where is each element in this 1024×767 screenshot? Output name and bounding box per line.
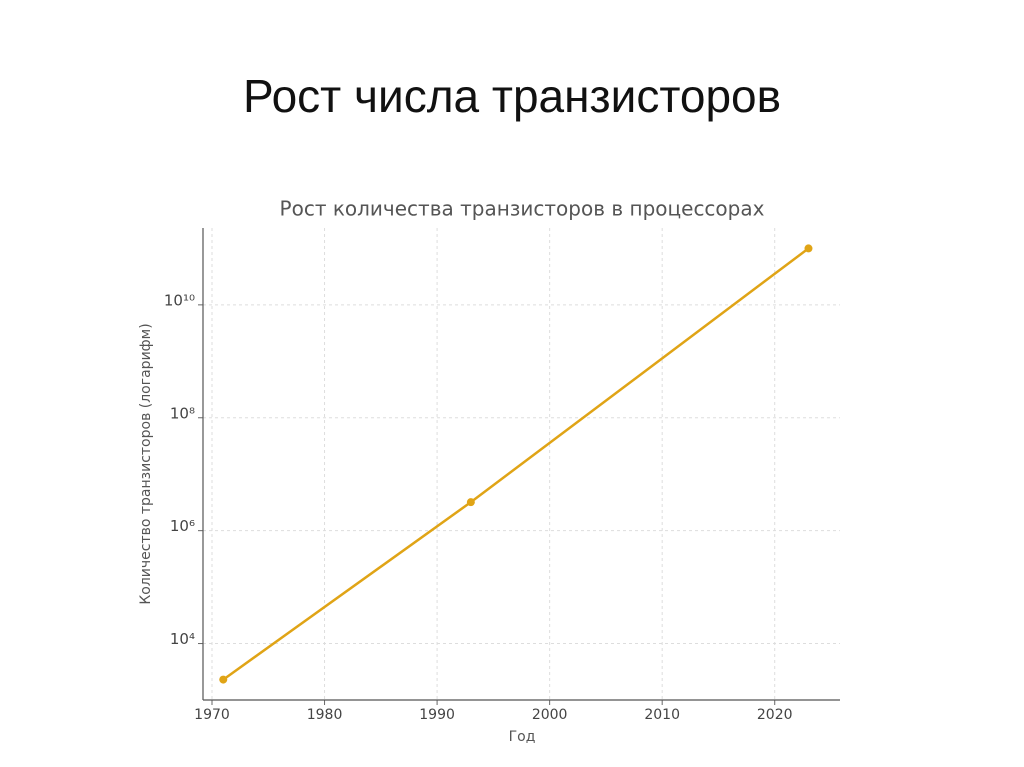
y-tick-label: 10⁶ bbox=[170, 517, 195, 535]
y-tick-label: 10⁸ bbox=[170, 404, 195, 422]
x-tick-label: 1990 bbox=[419, 707, 455, 723]
y-axis-label: Количество транзисторов (логарифм) bbox=[138, 323, 154, 604]
x-tick-label: 2000 bbox=[532, 707, 568, 723]
slide-title: Рост числа транзисторов bbox=[243, 70, 781, 122]
x-axis-label: Год bbox=[509, 729, 536, 745]
point bbox=[466, 498, 475, 507]
point bbox=[219, 675, 228, 684]
x-tick-label: 2020 bbox=[757, 707, 793, 723]
y-tick-label: 10⁴ bbox=[170, 630, 195, 648]
x-tick-label: 2010 bbox=[644, 707, 680, 723]
series-line bbox=[222, 247, 810, 681]
y-tick-label: 10¹⁰ bbox=[164, 291, 195, 309]
x-tick-label: 1970 bbox=[194, 707, 230, 723]
point bbox=[804, 244, 813, 253]
chart-title: Рост количества транзисторов в процессор… bbox=[280, 197, 765, 221]
x-tick-label: 1980 bbox=[307, 707, 343, 723]
